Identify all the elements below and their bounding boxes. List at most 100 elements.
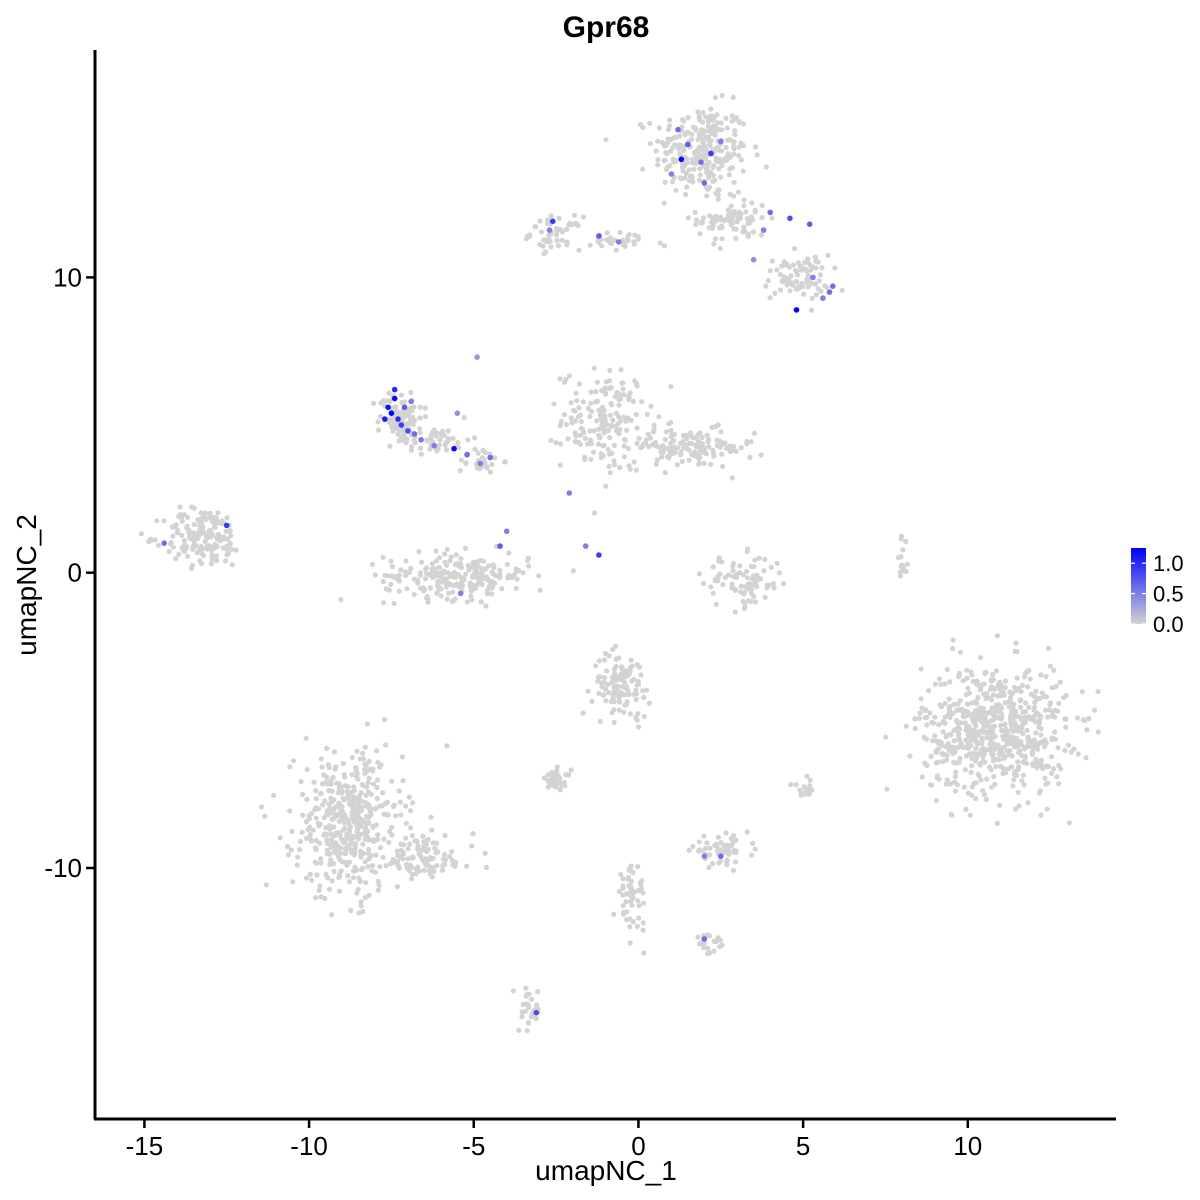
- cell-point: [612, 685, 619, 691]
- cell-point: [697, 430, 703, 436]
- cell-point: [360, 908, 366, 915]
- cell-point: [756, 555, 762, 561]
- cell-point: [589, 698, 595, 705]
- cell-point: [340, 795, 346, 801]
- cell-point: [666, 126, 672, 132]
- cell-point: [1027, 676, 1033, 682]
- cell-point: [337, 832, 343, 838]
- cell-point: [646, 700, 653, 706]
- cell-point: [1019, 778, 1025, 784]
- cell-point: [633, 467, 640, 473]
- cell-point: [1086, 715, 1092, 722]
- cell-point: [408, 825, 414, 831]
- cell-point: [434, 590, 440, 596]
- cell-point: [568, 767, 574, 773]
- cell-point: [561, 412, 568, 418]
- cell-point: [990, 685, 996, 691]
- cell-point: [1071, 746, 1077, 752]
- cell-point: [695, 455, 702, 461]
- cell-point: [598, 411, 605, 417]
- cell-point: [614, 390, 620, 396]
- cell-point: [406, 794, 412, 800]
- cell-point: [432, 845, 438, 852]
- cell-point: [557, 787, 563, 793]
- cell-point: [625, 445, 632, 452]
- cell-point: [1002, 721, 1008, 727]
- y-axis-label: umapNC_2: [11, 514, 42, 656]
- cell-point: [444, 743, 450, 749]
- cell-point: [349, 772, 355, 778]
- cell-point: [729, 113, 735, 119]
- cell-point: [519, 1014, 525, 1020]
- cell-point: [207, 527, 213, 534]
- cell-point: [335, 854, 342, 860]
- cell-point: [214, 558, 220, 564]
- cell-point: [331, 842, 337, 849]
- cell-point: [313, 847, 319, 853]
- cell-point: [633, 714, 639, 720]
- cell-point: [618, 871, 624, 878]
- cell-point: [702, 135, 708, 141]
- cell-point: [617, 418, 624, 424]
- cell-point: [190, 543, 196, 549]
- cell-point: [390, 574, 396, 580]
- cell-point: [742, 601, 748, 607]
- cell-point: [427, 585, 433, 591]
- cell-point: [714, 574, 721, 580]
- cell-point: [698, 220, 704, 226]
- cell-point: [411, 592, 417, 598]
- cell-point: [161, 518, 167, 524]
- cell-point: [417, 572, 423, 578]
- cell-point: [764, 585, 770, 591]
- cell-point: [479, 576, 485, 582]
- cell-point: [994, 820, 1000, 827]
- cell-point: [489, 585, 495, 591]
- cell-point: [754, 573, 760, 579]
- cell-point: [351, 794, 357, 800]
- expressing-cell-point: [810, 274, 816, 281]
- cell-point: [516, 567, 522, 574]
- cell-point: [715, 192, 721, 198]
- cell-point: [815, 286, 821, 292]
- cell-point: [952, 779, 958, 785]
- cell-point: [557, 780, 563, 786]
- cell-point: [728, 835, 734, 842]
- cell-point: [388, 581, 394, 588]
- cell-point: [1028, 716, 1034, 722]
- cell-point: [975, 694, 981, 701]
- cell-point: [636, 915, 642, 921]
- cell-point: [1011, 777, 1017, 783]
- cell-point: [408, 444, 414, 450]
- cell-point: [922, 715, 928, 721]
- cell-point: [654, 457, 660, 463]
- cell-point: [601, 675, 608, 681]
- cell-point: [1055, 745, 1061, 751]
- cell-point: [409, 871, 415, 877]
- cell-point: [662, 157, 668, 163]
- cell-point: [708, 584, 714, 590]
- cell-point: [754, 584, 760, 590]
- cell-point: [700, 215, 707, 221]
- cell-point: [624, 917, 630, 923]
- cell-point: [535, 989, 541, 995]
- x-tick-label: -10: [290, 1131, 328, 1161]
- cell-point: [438, 593, 444, 599]
- cell-point: [561, 779, 568, 786]
- cell-point: [429, 561, 435, 567]
- cell-point: [729, 475, 735, 481]
- cell-point: [616, 431, 622, 437]
- cell-point: [743, 209, 749, 215]
- cell-point: [490, 571, 496, 577]
- cell-point: [984, 730, 991, 736]
- cell-point: [832, 265, 838, 271]
- cell-point: [944, 667, 951, 673]
- cell-point: [341, 820, 347, 826]
- cell-point: [611, 666, 618, 672]
- cell-point: [735, 189, 742, 195]
- cell-point: [326, 886, 333, 892]
- cell-point: [366, 766, 372, 772]
- cell-point: [443, 447, 450, 453]
- cell-point: [364, 721, 370, 727]
- cell-point: [606, 689, 612, 696]
- cell-point: [602, 650, 609, 657]
